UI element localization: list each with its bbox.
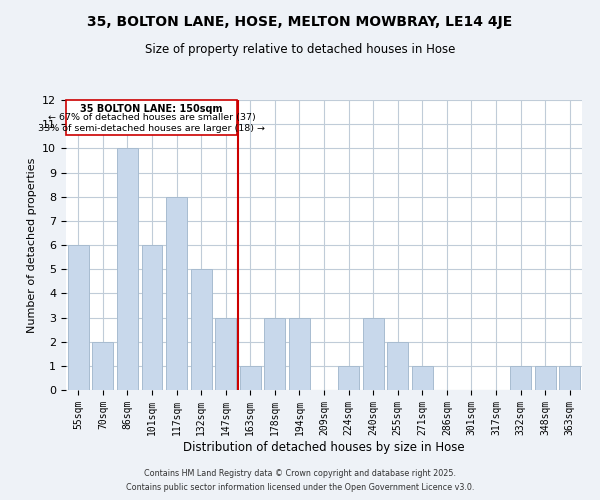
Bar — [412, 366, 433, 390]
Bar — [387, 342, 408, 390]
Y-axis label: Number of detached properties: Number of detached properties — [26, 158, 37, 332]
Bar — [338, 366, 359, 390]
Text: 35, BOLTON LANE, HOSE, MELTON MOWBRAY, LE14 4JE: 35, BOLTON LANE, HOSE, MELTON MOWBRAY, L… — [88, 15, 512, 29]
Bar — [191, 269, 212, 390]
Text: Contains HM Land Registry data © Crown copyright and database right 2025.: Contains HM Land Registry data © Crown c… — [144, 468, 456, 477]
Text: 35 BOLTON LANE: 150sqm: 35 BOLTON LANE: 150sqm — [80, 104, 223, 114]
Text: Size of property relative to detached houses in Hose: Size of property relative to detached ho… — [145, 42, 455, 56]
Bar — [362, 318, 383, 390]
FancyBboxPatch shape — [67, 100, 237, 135]
Bar — [215, 318, 236, 390]
Text: Contains public sector information licensed under the Open Government Licence v3: Contains public sector information licen… — [126, 484, 474, 492]
Bar — [92, 342, 113, 390]
Bar — [68, 245, 89, 390]
Bar — [117, 148, 138, 390]
Bar — [289, 318, 310, 390]
Bar — [240, 366, 261, 390]
Bar — [535, 366, 556, 390]
Bar — [559, 366, 580, 390]
Bar — [142, 245, 163, 390]
Bar — [166, 196, 187, 390]
X-axis label: Distribution of detached houses by size in Hose: Distribution of detached houses by size … — [183, 440, 465, 454]
Bar — [510, 366, 531, 390]
Text: 33% of semi-detached houses are larger (18) →: 33% of semi-detached houses are larger (… — [38, 124, 265, 133]
Bar — [265, 318, 286, 390]
Text: ← 67% of detached houses are smaller (37): ← 67% of detached houses are smaller (37… — [48, 114, 256, 122]
